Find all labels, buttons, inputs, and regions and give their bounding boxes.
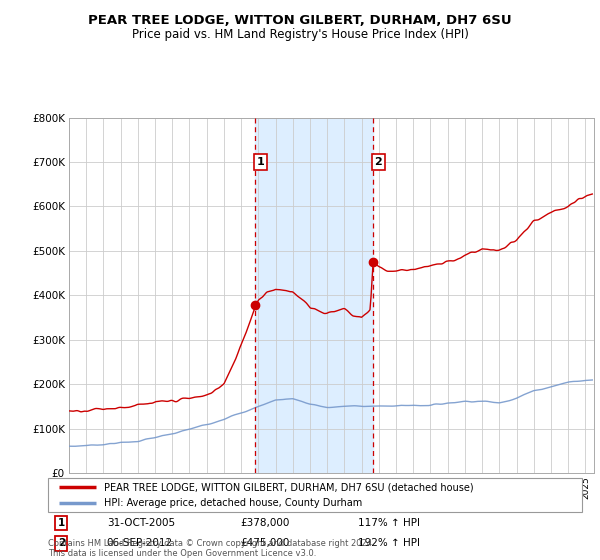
Text: £378,000: £378,000: [240, 518, 290, 528]
Text: 192% ↑ HPI: 192% ↑ HPI: [358, 538, 420, 548]
Text: HPI: Average price, detached house, County Durham: HPI: Average price, detached house, Coun…: [104, 498, 362, 508]
Text: 2: 2: [58, 538, 65, 548]
FancyBboxPatch shape: [48, 478, 582, 512]
Text: £475,000: £475,000: [240, 538, 290, 548]
Bar: [256, 118, 373, 473]
Text: 1: 1: [257, 157, 265, 167]
Text: PEAR TREE LODGE, WITTON GILBERT, DURHAM, DH7 6SU: PEAR TREE LODGE, WITTON GILBERT, DURHAM,…: [88, 14, 512, 27]
Text: 31-OCT-2005: 31-OCT-2005: [107, 518, 175, 528]
Text: 2: 2: [374, 157, 382, 167]
Text: Price paid vs. HM Land Registry's House Price Index (HPI): Price paid vs. HM Land Registry's House …: [131, 28, 469, 41]
Text: 06-SEP-2012: 06-SEP-2012: [107, 538, 173, 548]
Text: 1: 1: [58, 518, 65, 528]
Text: 117% ↑ HPI: 117% ↑ HPI: [358, 518, 420, 528]
Text: Contains HM Land Registry data © Crown copyright and database right 2024.
This d: Contains HM Land Registry data © Crown c…: [48, 539, 374, 558]
Text: PEAR TREE LODGE, WITTON GILBERT, DURHAM, DH7 6SU (detached house): PEAR TREE LODGE, WITTON GILBERT, DURHAM,…: [104, 482, 473, 492]
